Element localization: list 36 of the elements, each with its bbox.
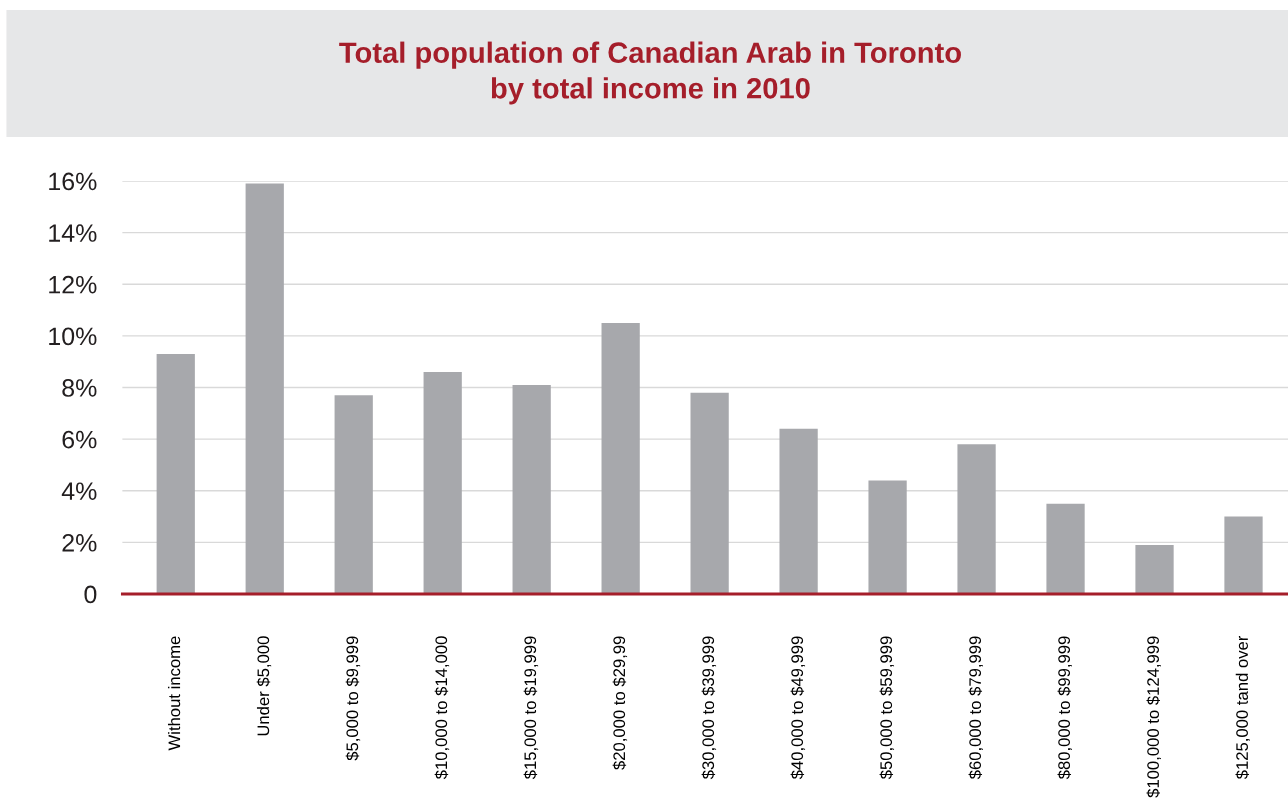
y-tick-label: 14% bbox=[49, 224, 97, 242]
x-tick-label: Under $5,000 bbox=[256, 636, 272, 736]
x-tick-label: $20,000 to $29,99 bbox=[612, 636, 628, 770]
bar bbox=[423, 372, 462, 594]
bar bbox=[690, 392, 729, 594]
bar bbox=[1224, 516, 1263, 594]
x-tick-label: $60,000 to $79,999 bbox=[968, 636, 984, 780]
bar bbox=[512, 384, 551, 594]
bar bbox=[1046, 503, 1085, 594]
x-tick-label: $50,000 to $59,999 bbox=[879, 636, 895, 780]
x-tick-label: $5,000 to $9,999 bbox=[345, 636, 361, 761]
x-tick-label: $40,000 to $49,999 bbox=[790, 636, 806, 780]
bar bbox=[957, 444, 996, 594]
x-tick-label: Without income bbox=[167, 636, 181, 751]
bar bbox=[779, 428, 818, 594]
y-tick-label: 10% bbox=[49, 327, 97, 346]
y-tick-label: 8% bbox=[62, 379, 97, 397]
x-tick-label: $30,000 to $39,999 bbox=[701, 636, 717, 780]
x-tick-label: $100,000 to $124,999 bbox=[1146, 636, 1161, 798]
y-tick-label: 2% bbox=[62, 533, 97, 552]
bar bbox=[1135, 544, 1174, 594]
bar bbox=[245, 183, 284, 594]
bar bbox=[601, 322, 640, 594]
x-tick-label: $125,000 tand over bbox=[1235, 635, 1250, 780]
bar bbox=[156, 353, 195, 594]
chart-title: Total population of Canadian Arab in Toronto by total income in 2010 bbox=[339, 41, 961, 105]
y-tick-label: 0 bbox=[84, 585, 97, 604]
x-tick-label: $80,000 to $99,999 bbox=[1057, 636, 1072, 780]
y-tick-label: 12% bbox=[49, 275, 97, 294]
bar bbox=[868, 480, 907, 594]
bar bbox=[334, 395, 373, 594]
y-tick-label: 4% bbox=[61, 482, 97, 500]
x-tick-label: $15,000 to $19,999 bbox=[523, 636, 539, 780]
y-tick-label: 16% bbox=[49, 172, 97, 191]
y-tick-label: 6% bbox=[62, 430, 97, 449]
x-tick-label: $10,000 to $14,000 bbox=[434, 636, 450, 780]
